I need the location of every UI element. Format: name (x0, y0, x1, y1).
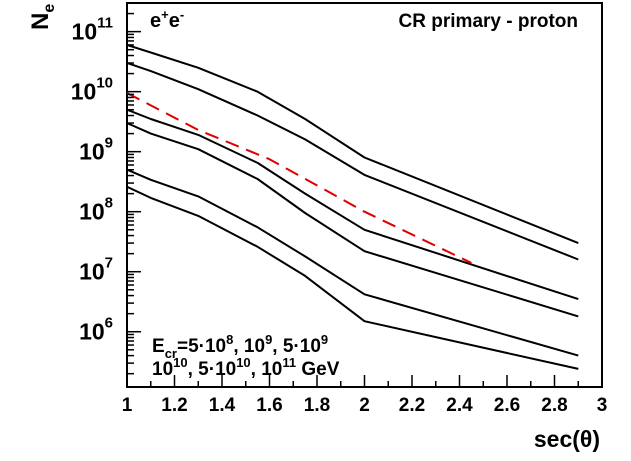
energy-annotation-line2: 1010, 5·1010, 1011 GeV (152, 355, 340, 380)
x-tick-label-9: 2.8 (541, 395, 567, 416)
series-line-5 (126, 44, 579, 245)
x-tick-label-7: 2.4 (446, 395, 473, 416)
x-tick-label-1: 1.2 (161, 395, 187, 416)
series-line-2 (126, 122, 579, 318)
x-tick-label-0: 1 (122, 395, 133, 416)
axis-layer: 1 1.2 1.4 1.6 1.8 2 2.2 2.4 2.6 2.8 3 106 107 108 109 1… (71, 2, 608, 416)
particle-annotation: e+e- (150, 7, 184, 32)
x-tick-label-8: 2.6 (494, 395, 520, 416)
x-tick-label-2: 1.4 (209, 395, 236, 416)
y-tick-label-2: 108 (79, 195, 113, 225)
primary-annotation: CR primary - proton (399, 11, 578, 32)
energy-annotation-line1: Ecr=5·108, 109, 5·109 (152, 332, 328, 361)
y-tick-label-5: 1011 (72, 15, 113, 45)
series-line-3 (126, 108, 579, 301)
x-tick-label-3: 1.6 (256, 395, 282, 416)
y-tick-label-1: 107 (79, 255, 113, 285)
x-tick-label-6: 2.2 (399, 395, 425, 416)
series-line-0 (126, 185, 579, 370)
y-tick-label-0: 106 (79, 315, 113, 345)
plot-frame (126, 2, 603, 388)
x-axis-label: sec(θ) (534, 426, 600, 452)
series-line-1 (126, 168, 579, 357)
y-axis-label: Ne (27, 4, 58, 30)
y-tick-label-4: 1010 (71, 75, 113, 105)
x-tick-label-10: 3 (597, 395, 608, 416)
x-tick-label-4: 1.8 (304, 395, 330, 416)
x-tick-label-5: 2 (359, 395, 370, 416)
reference-dashed-line (126, 92, 472, 264)
series-layer (126, 44, 579, 370)
y-tick-label-3: 109 (79, 135, 113, 165)
series-line-4 (126, 62, 579, 261)
